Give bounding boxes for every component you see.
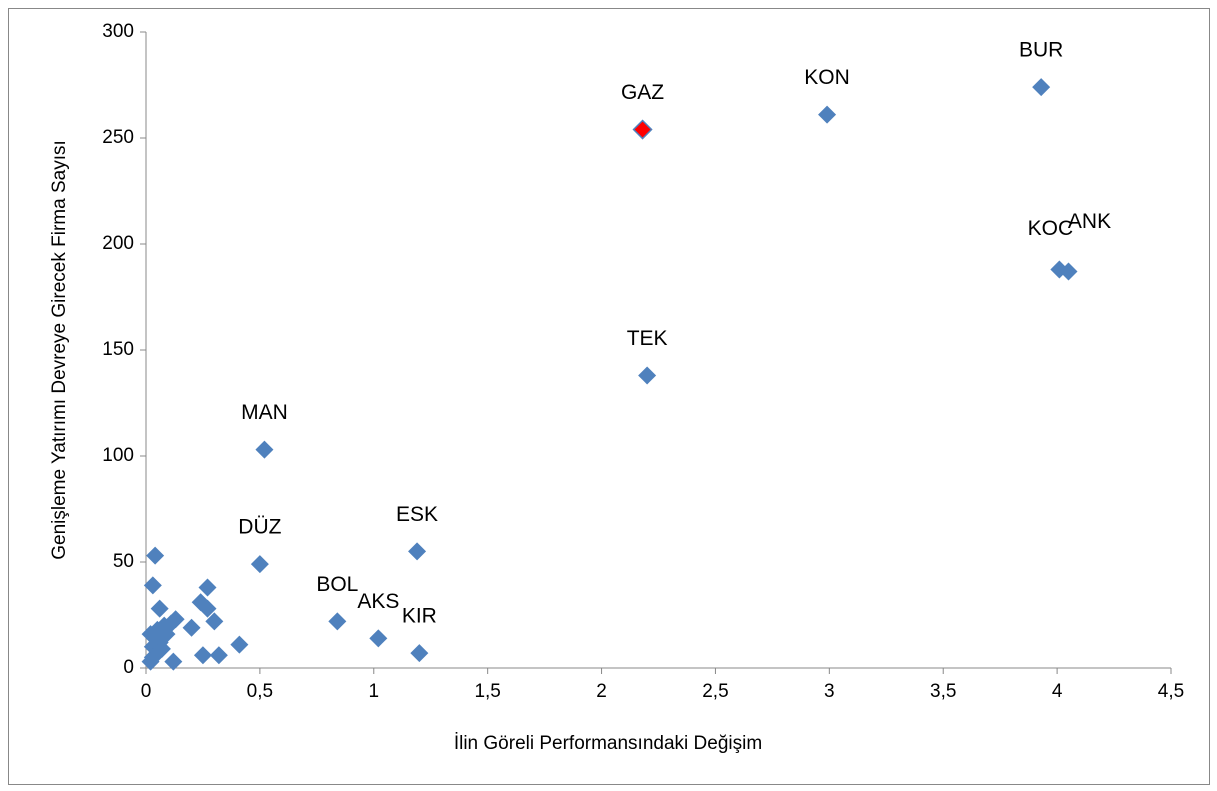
x-tick-label: 0 bbox=[141, 681, 152, 702]
point bbox=[408, 542, 427, 561]
point-label: BOL bbox=[316, 573, 358, 596]
point-label: ESK bbox=[396, 503, 438, 526]
y-axis-title: Genişleme Yatırımı Devreye Girecek Firma… bbox=[49, 140, 70, 560]
x-tick-label: 4 bbox=[1052, 681, 1063, 702]
point bbox=[182, 618, 201, 637]
point bbox=[410, 644, 429, 663]
x-tick-label: 4,5 bbox=[1158, 681, 1184, 702]
point bbox=[198, 578, 217, 597]
point bbox=[157, 625, 176, 644]
x-tick-label: 2 bbox=[596, 681, 607, 702]
point bbox=[818, 105, 837, 124]
point bbox=[164, 652, 183, 671]
point-label: BUR bbox=[1019, 39, 1063, 62]
point bbox=[193, 646, 212, 665]
point bbox=[638, 366, 657, 385]
x-tick-label: 3 bbox=[824, 681, 835, 702]
point bbox=[150, 599, 169, 618]
x-tick-label: 0,5 bbox=[247, 681, 273, 702]
point-label: KOC bbox=[1028, 217, 1074, 240]
point-label: MAN bbox=[241, 401, 288, 424]
point-label: ANK bbox=[1068, 210, 1111, 233]
point bbox=[328, 612, 347, 631]
y-tick-label: 100 bbox=[102, 445, 134, 466]
point bbox=[632, 119, 653, 140]
point bbox=[255, 440, 274, 459]
point bbox=[1059, 262, 1078, 281]
x-tick-label: 3,5 bbox=[930, 681, 956, 702]
x-tick-label: 1,5 bbox=[474, 681, 500, 702]
point-label: KIR bbox=[402, 605, 437, 628]
x-tick-label: 1 bbox=[368, 681, 379, 702]
x-axis-title: İlin Göreli Performansındaki Değişim bbox=[454, 733, 762, 754]
point bbox=[143, 576, 162, 595]
point-label: DÜZ bbox=[238, 516, 281, 539]
point-label: TEK bbox=[627, 327, 668, 350]
point bbox=[198, 599, 217, 618]
point bbox=[250, 555, 269, 574]
point bbox=[369, 629, 388, 648]
point bbox=[209, 646, 228, 665]
point bbox=[230, 635, 249, 654]
y-tick-label: 0 bbox=[123, 657, 134, 678]
y-tick-label: 150 bbox=[102, 339, 134, 360]
x-tick-label: 2,5 bbox=[702, 681, 728, 702]
y-tick-label: 250 bbox=[102, 127, 134, 148]
point bbox=[1032, 78, 1051, 97]
point-label: GAZ bbox=[621, 81, 664, 104]
point bbox=[141, 652, 160, 671]
y-tick-label: 50 bbox=[113, 551, 134, 572]
point-label: AKS bbox=[357, 590, 399, 613]
point bbox=[205, 612, 224, 631]
y-tick-label: 200 bbox=[102, 233, 134, 254]
point-label: KON bbox=[804, 66, 850, 89]
point bbox=[146, 546, 165, 565]
y-tick-label: 300 bbox=[102, 21, 134, 42]
